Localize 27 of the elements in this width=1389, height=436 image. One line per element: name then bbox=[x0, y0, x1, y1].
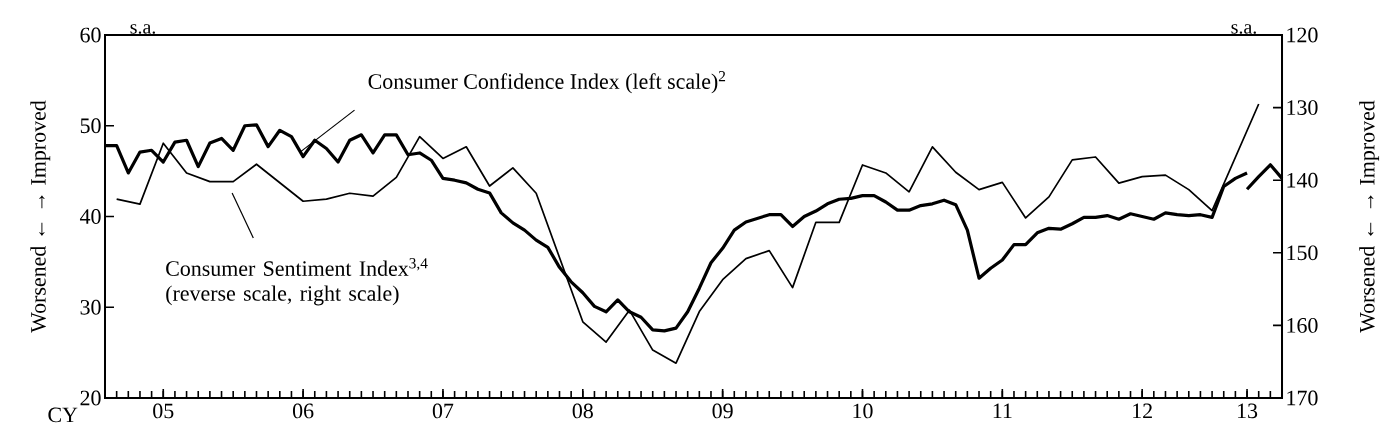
x-tick-label: 13 bbox=[1238, 403, 1258, 419]
x-tick-label: 07 bbox=[432, 403, 454, 419]
text: s.a. bbox=[130, 24, 155, 34]
y2-tick-label: 120 bbox=[1287, 27, 1318, 43]
y-tick-label: 60 bbox=[80, 27, 101, 43]
x-tick-label: 08 bbox=[572, 403, 593, 419]
text: s.a. bbox=[1231, 24, 1256, 34]
y-tick-label: 30 bbox=[80, 299, 101, 315]
y2-axis-title: Worsened ← → Improved bbox=[1359, 100, 1380, 333]
series-label: Consumer Confidence Index (left scale)$^{2}$ bbox=[368, 71, 726, 94]
x-tick-label: 11 bbox=[993, 403, 1012, 418]
y-tick-label: 40 bbox=[79, 209, 101, 224]
y-axis-title: Worsened ← → Improved bbox=[30, 100, 51, 333]
y2-tick-label: 130 bbox=[1287, 100, 1318, 115]
x-tick-label: 05 bbox=[153, 403, 174, 419]
text: Consumer Sentiment Index$^{3,4}$ (reverse scale, right scale) bbox=[166, 258, 428, 306]
y2-tick-label: 140 bbox=[1287, 172, 1318, 188]
y-tick-label: 50 bbox=[80, 118, 101, 134]
y2-tick-label: 160 bbox=[1287, 318, 1318, 333]
y-tick-label: 20 bbox=[80, 390, 101, 406]
x-tick-label: 10 bbox=[853, 403, 873, 419]
x-tick-label: 09 bbox=[712, 403, 733, 419]
x-axis-title: CY bbox=[48, 407, 78, 423]
x-tick-label: 12 bbox=[1133, 403, 1152, 419]
y2-tick-label: 170 bbox=[1287, 390, 1318, 406]
y2-tick-label: 150 bbox=[1287, 245, 1318, 261]
x-tick-label: 06 bbox=[292, 403, 314, 419]
